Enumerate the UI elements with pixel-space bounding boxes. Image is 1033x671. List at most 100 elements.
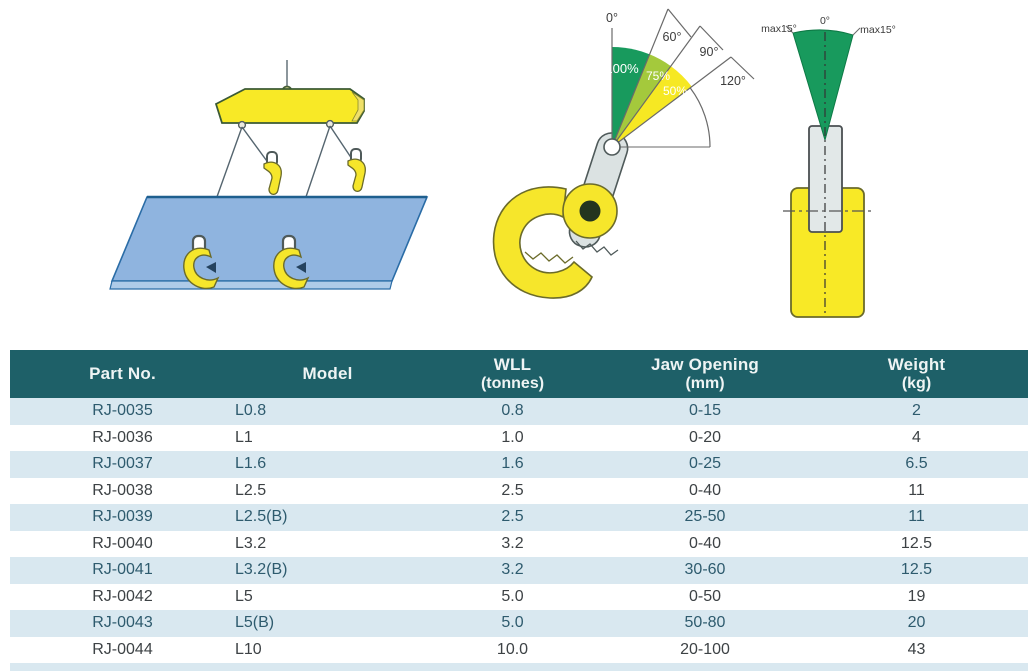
table-row: RJ-0037 L1.6 1.6 0-25 6.5 <box>10 451 1028 478</box>
sector-75 <box>612 54 671 147</box>
cell-weight: 20 <box>805 610 1028 637</box>
cell-wll: 10.0 <box>420 636 605 663</box>
table-row: RJ-0042 L5 5.0 0-50 19 <box>10 583 1028 610</box>
clamp-angle-fan-illustration: 0° 60° 90° 120° 100% 75% 50% <box>492 8 755 299</box>
cell-part-no: RJ-0040 <box>10 530 235 557</box>
lever-teeth <box>575 240 619 256</box>
fan-angle-90: 90° <box>700 45 719 59</box>
cell-part-no: RJ-0044 <box>10 636 235 663</box>
vert-zero-label: 0° <box>820 15 830 27</box>
cell-weight: 43 <box>805 636 1028 663</box>
cell-wll: 1.6 <box>420 451 605 478</box>
cell-jaw: 0-15 <box>605 398 805 425</box>
cell-wll: 2.5 <box>420 477 605 504</box>
fan-angle-60: 60° <box>663 30 682 44</box>
clamp-eye <box>603 138 621 156</box>
cell-model: L10 <box>235 636 420 663</box>
cell-weight: 19 <box>805 583 1028 610</box>
cell-jaw: 0-20 <box>605 424 805 451</box>
beam-end-face <box>351 91 365 122</box>
cell-model: L3.2 <box>235 530 420 557</box>
fan-zero-label: 0° <box>606 11 618 25</box>
cell-part-no: RJ-0035 <box>10 398 235 425</box>
cone-tick-left <box>785 25 794 34</box>
cell-part-no: RJ-0043 <box>10 610 235 637</box>
cell-weight: 2 <box>805 398 1028 425</box>
table-row: RJ-0035 L0.8 0.8 0-15 2 <box>10 398 1028 425</box>
cell-weight: 11 <box>805 504 1028 531</box>
cell-jaw: 20-100 <box>605 636 805 663</box>
cell-part-no: RJ-0037 <box>10 451 235 478</box>
angle-reference-lines <box>611 8 755 148</box>
vert-max-left-label: max15° <box>761 23 797 35</box>
far-clamp-left <box>263 151 282 196</box>
sway-cone <box>792 29 854 142</box>
cell-wll: 1.0 <box>420 424 605 451</box>
table-row: RJ-0038 L2.5 2.5 0-40 11 <box>10 477 1028 504</box>
near-clamp-left <box>183 234 220 290</box>
steel-plate <box>110 196 429 282</box>
table-row: RJ-0044 L10 10.0 20-100 43 <box>10 636 1028 663</box>
col-header-wll: WLL (tonnes) <box>420 350 605 398</box>
cell-model: L2.5 <box>235 477 420 504</box>
cell-part-no: RJ-0041 <box>10 557 235 584</box>
cell-jaw: 50-80 <box>605 610 805 637</box>
table-row-partial <box>10 663 1028 671</box>
cell-model: L1 <box>235 424 420 451</box>
table-row: RJ-0039 L2.5(B) 2.5 25-50 11 <box>10 504 1028 531</box>
cell-jaw: 30-60 <box>605 557 805 584</box>
cell-wll: 5.0 <box>420 583 605 610</box>
cell-jaw: 0-40 <box>605 477 805 504</box>
table-row: RJ-0041 L3.2(B) 3.2 30-60 12.5 <box>10 557 1028 584</box>
col-header-weight: Weight (kg) <box>805 350 1028 398</box>
table-row: RJ-0036 L1 1.0 0-20 4 <box>10 424 1028 451</box>
spreader-beam <box>214 88 365 124</box>
cell-weight: 11 <box>805 477 1028 504</box>
cone-tick-right <box>852 27 861 36</box>
col-header-model: Model <box>235 350 420 398</box>
hook-teeth <box>524 251 574 264</box>
cell-model: L5(B) <box>235 610 420 637</box>
plate-thickness <box>109 280 393 290</box>
cell-wll: 3.2 <box>420 530 605 557</box>
cell-jaw: 25-50 <box>605 504 805 531</box>
far-clamp-right <box>347 148 366 193</box>
vertical-clamp-illustration: 0° max15° max15° <box>761 15 896 318</box>
cell-part-no: RJ-0036 <box>10 424 235 451</box>
clamp-pin <box>579 200 601 222</box>
cell-jaw: 0-25 <box>605 451 805 478</box>
fan-capacity-100: 100% <box>605 61 639 76</box>
sector-50 <box>612 66 692 147</box>
cell-part-no: RJ-0038 <box>10 477 235 504</box>
table-row: RJ-0043 L5(B) 5.0 50-80 20 <box>10 610 1028 637</box>
cell-jaw: 0-40 <box>605 530 805 557</box>
cell-weight: 4 <box>805 424 1028 451</box>
spreader-beam-illustration <box>109 60 429 290</box>
cell-wll: 0.8 <box>420 398 605 425</box>
cell-jaw: 0-50 <box>605 583 805 610</box>
clamp-hook-body <box>492 186 593 299</box>
cell-model: L3.2(B) <box>235 557 420 584</box>
spec-table: Part No. Model WLL (tonnes) Jaw Opening (m… <box>10 350 1028 663</box>
fan-capacity-75: 75% <box>646 69 670 83</box>
cell-wll: 3.2 <box>420 557 605 584</box>
sector-100 <box>612 47 650 147</box>
cell-model: L1.6 <box>235 451 420 478</box>
table-header-row: Part No. Model WLL (tonnes) Jaw Opening (m… <box>10 350 1028 398</box>
col-header-jaw-opening: Jaw Opening (mm) <box>605 350 805 398</box>
cell-model: L0.8 <box>235 398 420 425</box>
fan-angle-120: 120° <box>720 74 746 88</box>
cell-weight: 12.5 <box>805 557 1028 584</box>
table-row: RJ-0040 L3.2 3.2 0-40 12.5 <box>10 530 1028 557</box>
vert-max-right-label: max15° <box>860 24 896 36</box>
cell-model: L2.5(B) <box>235 504 420 531</box>
near-clamp-right <box>273 234 310 290</box>
cell-weight: 12.5 <box>805 530 1028 557</box>
cell-weight: 6.5 <box>805 451 1028 478</box>
cell-wll: 2.5 <box>420 504 605 531</box>
cell-part-no: RJ-0042 <box>10 583 235 610</box>
fan-capacity-50: 50% <box>663 84 687 98</box>
cell-model: L5 <box>235 583 420 610</box>
cell-part-no: RJ-0039 <box>10 504 235 531</box>
